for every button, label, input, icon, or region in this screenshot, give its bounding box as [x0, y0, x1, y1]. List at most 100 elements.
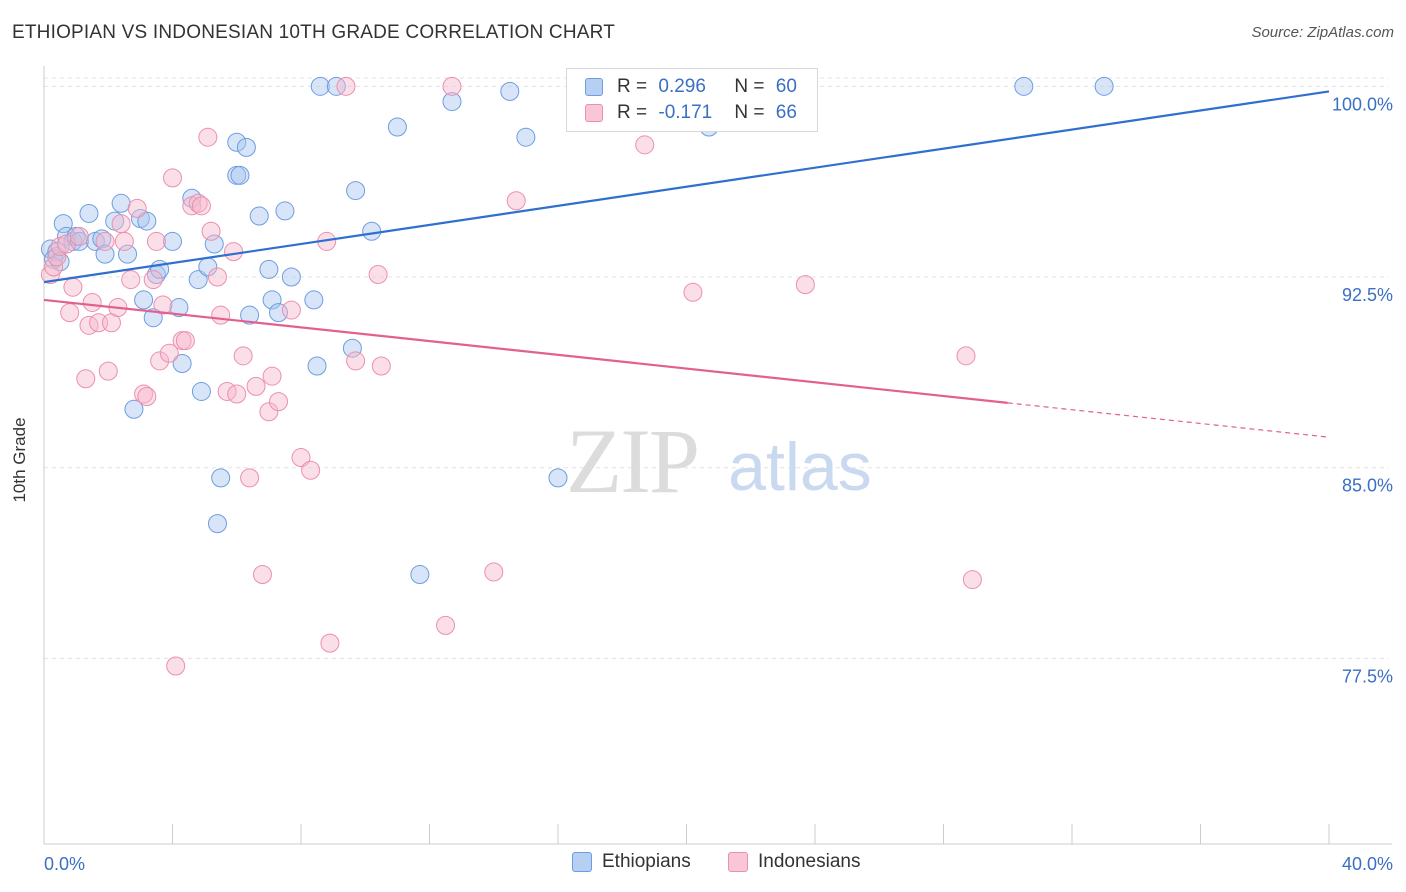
data-point: [362, 221, 382, 241]
data-point: [442, 92, 462, 112]
indonesians-swatch: [585, 104, 603, 122]
data-point: [134, 384, 154, 404]
ethiopians-trend-line: [43, 90, 1330, 284]
data-point: [310, 76, 330, 96]
data-point: [269, 392, 289, 412]
data-point: [516, 127, 536, 147]
x-tick-label-min: 0.0%: [44, 854, 85, 874]
data-point: [191, 381, 211, 401]
data-point: [211, 468, 231, 488]
data-point: [44, 257, 64, 277]
data-point: [150, 351, 170, 371]
data-point: [82, 292, 102, 312]
data-point: [207, 267, 227, 287]
watermark-zip: ZIP: [566, 410, 698, 512]
data-point: [153, 295, 173, 315]
r-value: 0.296: [658, 76, 706, 97]
stats-legend-row-indonesians: R = -0.171 N = 66: [585, 101, 797, 125]
data-point: [188, 270, 208, 290]
data-point: [63, 277, 83, 297]
source-label: Source: ZipAtlas.com: [1251, 24, 1394, 41]
data-point: [548, 468, 568, 488]
data-point: [230, 165, 250, 185]
data-point: [204, 234, 224, 254]
data-point: [291, 448, 311, 468]
data-point: [320, 633, 340, 653]
data-point: [500, 81, 520, 101]
axes: [43, 66, 1392, 845]
data-point: [635, 135, 655, 155]
data-point: [506, 191, 526, 211]
grid-lines: [44, 77, 1389, 659]
data-point: [201, 221, 221, 241]
ethiopians-legend-swatch: [572, 852, 592, 872]
data-point: [175, 331, 195, 351]
data-point: [114, 231, 134, 251]
legend-label-ethiopians: Ethiopians: [602, 851, 691, 872]
data-point: [47, 242, 67, 262]
data-point: [198, 127, 218, 147]
data-point: [118, 244, 138, 264]
data-point: [76, 369, 96, 389]
data-point: [336, 76, 356, 96]
ethiopians-swatch: [585, 78, 603, 96]
data-point: [262, 290, 282, 310]
data-point: [47, 247, 67, 267]
data-point: [60, 303, 80, 323]
data-point: [111, 214, 131, 234]
data-point: [224, 242, 244, 262]
n-value: 66: [775, 102, 797, 123]
n-label: N =: [734, 76, 770, 97]
data-point: [50, 252, 70, 272]
data-point: [79, 203, 99, 223]
data-point: [307, 356, 327, 376]
stats-legend-row-ethiopians: R = 0.296 N = 60: [585, 75, 797, 99]
data-point: [159, 343, 179, 363]
data-point: [301, 460, 321, 480]
r-value: -0.171: [658, 102, 713, 123]
indonesians-trend-line: [43, 298, 1008, 404]
data-point: [191, 196, 211, 216]
data-point: [1094, 76, 1114, 96]
data-point: [166, 656, 186, 676]
data-point: [172, 353, 192, 373]
data-point: [163, 231, 182, 251]
data-point: [246, 376, 266, 396]
data-point: [436, 615, 456, 635]
data-point: [240, 305, 260, 325]
n-label: N =: [734, 102, 770, 123]
data-point: [137, 387, 157, 407]
data-point: [410, 564, 430, 584]
data-point: [259, 402, 279, 422]
data-point: [442, 76, 462, 96]
data-point: [146, 231, 166, 251]
data-point: [182, 188, 202, 208]
y-tick-label: 77.5%: [1342, 666, 1393, 686]
trend-lines: [43, 90, 1330, 438]
chart-title: ETHIOPIAN VS INDONESIAN 10TH GRADE CORRE…: [12, 22, 616, 43]
legend-label-indonesians: Indonesians: [758, 851, 861, 872]
data-point: [98, 361, 118, 381]
data-point: [143, 270, 163, 290]
data-point: [207, 514, 227, 534]
data-point: [281, 267, 301, 287]
indonesians-legend-swatch: [728, 852, 748, 872]
data-point: [111, 193, 131, 213]
data-point: [121, 270, 141, 290]
data-point: [342, 338, 362, 358]
data-point: [124, 399, 144, 419]
data-point: [304, 290, 324, 310]
y-tick-label: 92.5%: [1342, 285, 1393, 305]
legend-item-indonesians[interactable]: Indonesians: [728, 851, 860, 873]
r-label: R =: [617, 76, 653, 97]
data-point: [387, 117, 407, 137]
data-point: [368, 264, 388, 284]
data-point: [40, 264, 60, 284]
legend-item-ethiopians[interactable]: Ethiopians: [572, 851, 691, 873]
data-point: [1014, 76, 1034, 96]
stats-legend: R = 0.296 N = 60 R = -0.171 N = 66: [566, 68, 818, 132]
data-point: [262, 366, 282, 386]
data-point: [69, 226, 89, 246]
data-point: [134, 290, 154, 310]
